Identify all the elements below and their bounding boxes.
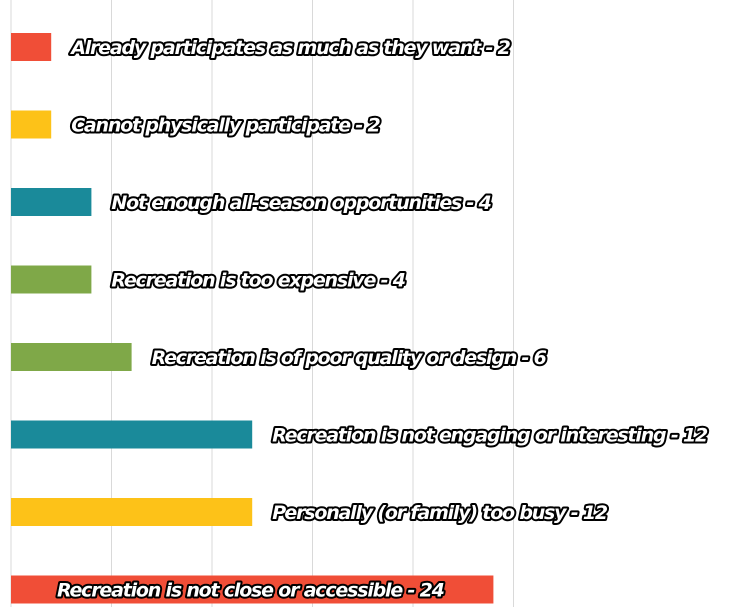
bar-label-2: Cannot physically participate - 2 (71, 115, 380, 137)
bar-6 (11, 420, 253, 449)
bar-8 (11, 575, 494, 604)
bar-label-4: Recreation is too expensive - 4 (111, 270, 405, 292)
bar-label-6: Recreation is not engaging or interestin… (272, 425, 708, 447)
bar-1 (11, 33, 52, 61)
bar-7 (11, 498, 253, 526)
bar-label-3: Not enough all-season opportunities - 4 (111, 192, 491, 214)
bar-5 (11, 343, 132, 371)
bar-label-8: Recreation is not close or accessible - … (57, 580, 445, 602)
bar-label-5: Recreation is of poor quality or design … (152, 347, 547, 369)
data-labels: Already participates as much as they wan… (55, 35, 711, 604)
bars (11, 33, 494, 604)
bar-3 (11, 188, 92, 216)
bar-2 (11, 110, 52, 139)
bar-label-1: Already participates as much as they wan… (69, 37, 510, 59)
bar-label-7: Personally (or family) too busy - 12 (272, 502, 608, 524)
bar-4 (11, 265, 92, 294)
